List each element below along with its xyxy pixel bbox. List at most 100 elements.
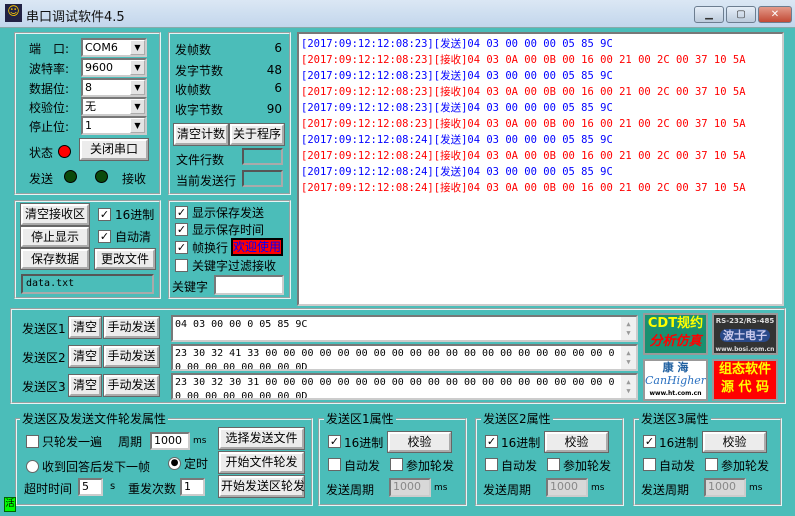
- receive-line: [2017:09:12:12:08:24][发送]04 03 00 00 00 …: [301, 134, 613, 146]
- hex-send-label: 16进制: [659, 436, 699, 450]
- join-poll-checkbox[interactable]: [547, 458, 560, 471]
- chevron-down-icon[interactable]: ▼: [130, 80, 145, 95]
- show-send-label: 显示保存发送: [192, 206, 265, 220]
- hex-send-checkbox[interactable]: ✓: [328, 435, 341, 448]
- after-reply-label: 收到回答后发下一帧: [42, 460, 151, 474]
- hex-send-label: 16进制: [501, 436, 541, 450]
- send-area-textarea[interactable]: 23 30 32 41 33 00 00 00 00 00 00 00 00 0…: [171, 344, 638, 371]
- select-send-file-button[interactable]: 选择发送文件: [218, 427, 305, 450]
- auto-send-checkbox[interactable]: [328, 458, 341, 471]
- auto-send-label: 自动发: [501, 459, 538, 473]
- send-period-input[interactable]: 1000: [546, 478, 588, 497]
- hex-display-checkbox[interactable]: ✓: [98, 208, 111, 221]
- scrollbar[interactable]: ▲ ▼: [621, 317, 636, 340]
- send-area-textarea[interactable]: 23 30 32 30 31 00 00 00 00 00 00 00 00 0…: [171, 373, 638, 400]
- about-button[interactable]: 关于程序: [229, 123, 285, 146]
- bosi-ad-banner[interactable]: RS-232/RS-485 波士电子 www.bosi.com.cn: [712, 313, 778, 355]
- period-input[interactable]: 1000: [150, 432, 190, 450]
- baud-select[interactable]: 9600 ▼: [81, 58, 147, 77]
- join-poll-checkbox[interactable]: [705, 458, 718, 471]
- canhigher-ad-banner[interactable]: 康 海 CanHigher www.ht.com.cn: [643, 359, 708, 401]
- receive-textarea[interactable]: [2017:09:12:12:08:23][发送]04 03 00 00 00 …: [297, 32, 784, 306]
- source-code-ad-banner[interactable]: 组态软件源 代 码: [712, 359, 778, 401]
- baud-label: 波特率:: [29, 62, 70, 76]
- clear-send-area-button[interactable]: 清空: [68, 345, 102, 368]
- status-label: 状态: [29, 146, 54, 160]
- stopbits-label: 停止位:: [29, 120, 70, 134]
- keyword-filter-checkbox[interactable]: [175, 259, 188, 272]
- parity-select[interactable]: 无 ▼: [81, 97, 147, 116]
- send-indicator-label: 发送: [29, 172, 54, 186]
- parity-label: 校验位:: [29, 101, 70, 115]
- retry-input[interactable]: 1: [180, 478, 205, 496]
- auto-send-checkbox[interactable]: [485, 458, 498, 471]
- send-period-label: 发送周期: [483, 483, 532, 497]
- ad-text: www.ht.com.cn: [649, 390, 702, 397]
- show-time-checkbox[interactable]: ✓: [175, 223, 188, 236]
- save-data-button[interactable]: 保存数据: [20, 248, 90, 270]
- send-area-textarea[interactable]: 04 03 00 00 0 05 85 9C ▲ ▼: [171, 315, 638, 342]
- checksum-button[interactable]: 校验: [702, 431, 767, 453]
- chevron-down-icon[interactable]: ▼: [130, 118, 145, 133]
- auto-send-checkbox[interactable]: [643, 458, 656, 471]
- clear-send-area-button[interactable]: 清空: [68, 374, 102, 397]
- checksum-button[interactable]: 校验: [387, 431, 452, 453]
- manual-send-button[interactable]: 手动发送: [103, 345, 160, 368]
- manual-send-button[interactable]: 手动发送: [103, 374, 160, 397]
- cdt-ad-banner[interactable]: CDT规约 分析仿真: [643, 313, 708, 355]
- chevron-down-icon[interactable]: ▼: [130, 40, 145, 55]
- maximize-button[interactable]: ▢: [726, 6, 756, 23]
- poll-once-checkbox[interactable]: [26, 435, 39, 448]
- scroll-down-icon[interactable]: ▼: [626, 329, 631, 337]
- tx-bytes-label: 发字节数: [175, 64, 224, 78]
- port-select[interactable]: COM6 ▼: [81, 38, 147, 57]
- clear-send-area-button[interactable]: 清空: [68, 316, 102, 339]
- send-period-input[interactable]: 1000: [704, 478, 746, 497]
- chevron-down-icon[interactable]: ▼: [130, 99, 145, 114]
- scroll-up-icon[interactable]: ▲: [626, 349, 631, 357]
- polling-group-title: 发送区及发送文件轮发属性: [20, 410, 169, 427]
- scrollbar[interactable]: ▲ ▼: [621, 346, 636, 369]
- parity-value: 无: [85, 100, 96, 113]
- ad-text: 康 海: [662, 361, 689, 374]
- scroll-down-icon[interactable]: ▼: [626, 358, 631, 366]
- checksum-button[interactable]: 校验: [544, 431, 609, 453]
- send-period-input[interactable]: 1000: [389, 478, 431, 497]
- counter-group: [168, 32, 291, 195]
- clear-count-button[interactable]: 清空计数: [173, 123, 229, 146]
- hex-send-checkbox[interactable]: ✓: [485, 435, 498, 448]
- keyword-input[interactable]: [214, 275, 284, 295]
- scrollbar[interactable]: ▲ ▼: [621, 375, 636, 398]
- clear-receive-button[interactable]: 清空接收区: [20, 203, 90, 226]
- scroll-down-icon[interactable]: ▼: [626, 387, 631, 395]
- scroll-up-icon[interactable]: ▲: [626, 320, 631, 328]
- auto-clear-checkbox[interactable]: ✓: [98, 230, 111, 243]
- hex-send-checkbox[interactable]: ✓: [643, 435, 656, 448]
- after-reply-radio[interactable]: [26, 460, 39, 473]
- timeout-input[interactable]: 5: [78, 478, 103, 496]
- scroll-up-icon[interactable]: ▲: [626, 378, 631, 386]
- minimize-button[interactable]: ▁: [694, 6, 724, 23]
- stop-display-button[interactable]: 停止显示: [20, 226, 90, 248]
- start-file-poll-button[interactable]: 开始文件轮发: [218, 451, 305, 474]
- chevron-down-icon[interactable]: ▼: [130, 60, 145, 75]
- databits-select[interactable]: 8 ▼: [81, 78, 147, 97]
- baud-value: 9600: [85, 61, 113, 74]
- stopbits-select[interactable]: 1 ▼: [81, 116, 147, 135]
- ad-text: 组态软件: [718, 362, 771, 377]
- ad-text: www.bosi.com.cn: [715, 346, 775, 353]
- timed-radio[interactable]: ●: [168, 457, 181, 470]
- manual-send-button[interactable]: 手动发送: [103, 316, 160, 339]
- join-poll-checkbox[interactable]: [390, 458, 403, 471]
- show-send-checkbox[interactable]: ✓: [175, 206, 188, 219]
- close-port-button[interactable]: 关闭串口: [79, 138, 149, 161]
- receive-line: [2017:09:12:12:08:24][接收]04 03 0A 00 0B …: [301, 150, 746, 162]
- change-file-button[interactable]: 更改文件: [94, 248, 156, 270]
- app-icon: ☺: [5, 4, 22, 22]
- status-activity-icon: 活: [4, 497, 16, 512]
- start-area-poll-button[interactable]: 开始发送区轮发: [218, 475, 305, 498]
- frame-newline-checkbox[interactable]: ✓: [175, 241, 188, 254]
- window-title: 串口调试软件4.5: [26, 10, 125, 25]
- close-button[interactable]: ✕: [758, 6, 792, 23]
- ad-text: 源 代 码: [720, 380, 770, 395]
